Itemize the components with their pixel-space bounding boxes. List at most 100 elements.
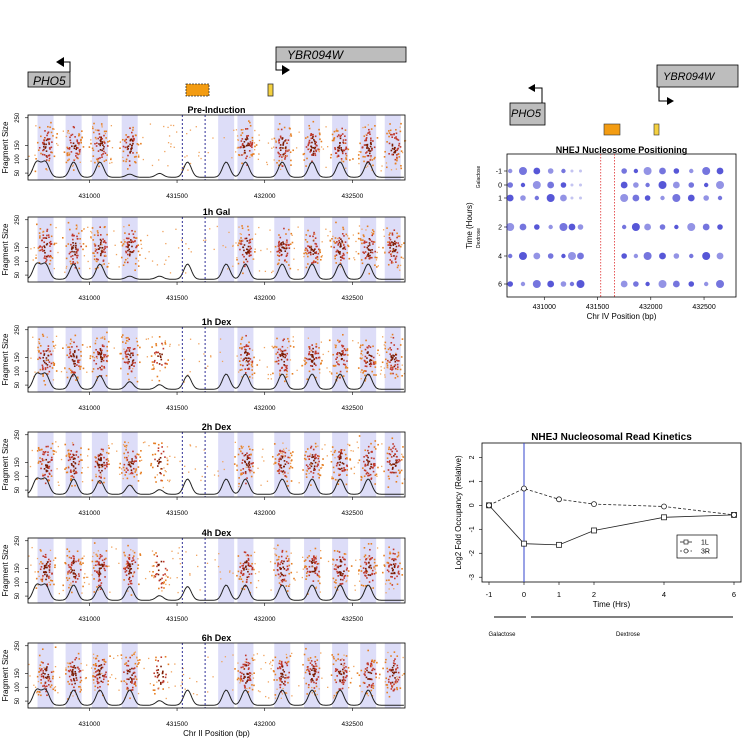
fragment-point xyxy=(105,137,107,139)
fragment-point xyxy=(135,469,137,472)
fragment-point xyxy=(133,365,135,367)
rt-occupancy-dot xyxy=(702,223,710,231)
rt-occupancy-dot xyxy=(518,167,527,175)
fragment-point xyxy=(395,682,397,684)
fragment-point xyxy=(336,550,339,552)
fragment-point xyxy=(157,669,160,671)
rt-ybr094w-arrow-icon xyxy=(658,87,668,102)
fragment-point xyxy=(103,248,105,251)
fragment-point xyxy=(122,145,125,148)
fragment-point xyxy=(279,679,282,681)
fragment-point xyxy=(46,685,48,688)
fragment-point xyxy=(280,663,282,665)
fragment-point xyxy=(287,559,290,562)
fragment-point xyxy=(180,239,183,241)
fragment-point xyxy=(39,245,41,247)
fragment-point xyxy=(136,657,138,659)
fragment-point xyxy=(393,565,396,568)
fragment-point xyxy=(330,674,333,676)
fragment-point xyxy=(251,567,254,570)
fragment-point xyxy=(400,167,403,170)
fragment-point xyxy=(52,379,55,381)
fragment-point xyxy=(388,135,390,138)
fragment-point xyxy=(97,129,100,132)
fragment-point xyxy=(310,133,312,135)
fragment-point xyxy=(124,232,126,234)
fragment-point xyxy=(134,683,137,685)
fragment-point xyxy=(192,693,195,695)
fragment-point xyxy=(396,667,399,669)
fragment-point xyxy=(257,467,259,469)
fragment-point xyxy=(393,455,395,457)
fragment-point xyxy=(110,125,113,127)
fragment-point xyxy=(314,567,316,569)
fragment-point xyxy=(340,451,342,453)
fragment-point xyxy=(312,347,314,350)
fragment-point xyxy=(31,449,33,452)
fragment-point xyxy=(72,666,75,669)
fragment-point xyxy=(401,151,404,154)
fragment-point xyxy=(137,344,139,347)
fragment-point xyxy=(331,237,333,240)
fragment-point xyxy=(339,457,342,460)
fragment-point xyxy=(296,369,298,372)
fragment-point xyxy=(325,228,327,230)
fragment-point xyxy=(312,673,314,676)
fragment-point xyxy=(391,437,394,440)
fragment-point xyxy=(125,250,127,253)
fragment-point xyxy=(37,346,39,349)
fragment-point xyxy=(312,356,314,358)
nucleosome-band xyxy=(237,217,254,282)
fragment-point xyxy=(80,679,83,682)
fragment-point xyxy=(307,465,309,468)
fragment-point xyxy=(43,245,46,247)
fragment-point xyxy=(126,683,128,685)
fragment-point xyxy=(388,588,390,590)
fragment-point xyxy=(93,351,95,354)
fragment-point xyxy=(309,657,312,659)
fragment-point xyxy=(128,578,130,580)
fragment-point xyxy=(155,481,157,483)
rt-occupancy-dot xyxy=(507,168,513,174)
fragment-point xyxy=(370,143,372,146)
fragment-point xyxy=(106,355,108,358)
fragment-point xyxy=(119,367,122,370)
fragment-point xyxy=(139,361,141,364)
fragment-point xyxy=(245,463,248,465)
fragment-point xyxy=(394,367,397,370)
fragment-point xyxy=(246,680,248,683)
fragment-point xyxy=(107,354,109,357)
fragment-point xyxy=(390,253,392,256)
fragment-point xyxy=(389,123,391,125)
fragment-point xyxy=(39,691,41,693)
fragment-point xyxy=(35,125,37,127)
fragment-point xyxy=(280,244,283,246)
fragment-point xyxy=(98,459,101,461)
fragment-point xyxy=(338,147,341,150)
fragment-point xyxy=(120,256,123,259)
fragment-point xyxy=(72,258,74,260)
fragment-point xyxy=(81,344,84,346)
fragment-point xyxy=(103,150,105,153)
fragment-point xyxy=(280,136,282,139)
fragment-point xyxy=(138,659,141,661)
y-tick-label: 50 xyxy=(15,169,21,176)
fragment-point xyxy=(248,464,251,466)
fragment-point xyxy=(278,152,280,155)
fragment-point xyxy=(53,242,56,245)
fragment-point xyxy=(310,350,312,352)
fragment-point xyxy=(40,561,42,563)
fragment-point xyxy=(153,361,156,363)
fragment-point xyxy=(254,251,256,253)
fragment-point xyxy=(397,572,400,574)
fragment-point xyxy=(66,548,69,550)
fragment-point xyxy=(249,250,252,253)
panel-frame xyxy=(27,114,406,181)
fragment-point xyxy=(78,144,80,146)
fragment-point xyxy=(367,154,370,157)
fragment-point xyxy=(286,346,289,349)
fragment-point xyxy=(366,351,369,354)
fragment-point xyxy=(307,229,309,232)
fragment-point xyxy=(315,141,317,144)
fragment-point xyxy=(366,145,369,147)
